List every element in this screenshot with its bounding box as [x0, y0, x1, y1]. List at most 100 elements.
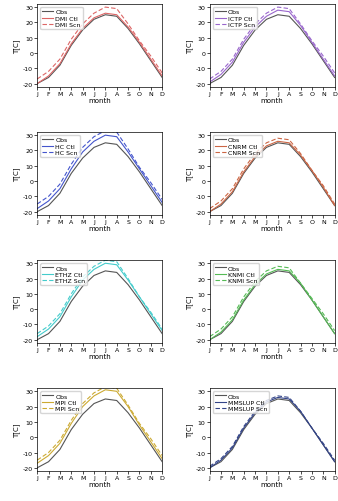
Line: Obs: Obs: [37, 272, 162, 340]
KNMI Scn: [230, 314, 234, 320]
Legend: Obs, HC Ctl, HC Scn: Obs, HC Ctl, HC Scn: [40, 136, 80, 158]
DMI Ctl: [35, 82, 39, 88]
ETHZ Scn: [69, 291, 73, 297]
MMSLUP Scn: [264, 398, 268, 404]
X-axis label: month: month: [88, 354, 111, 360]
ETHZ Ctl: [80, 278, 84, 284]
CNRM Ctl: [208, 209, 212, 215]
HC Scn: [80, 145, 84, 151]
Obs: [219, 203, 223, 209]
X-axis label: month: month: [261, 481, 284, 487]
CNRM Scn: [264, 140, 268, 146]
CNRM Scn: [310, 168, 314, 174]
Line: MPI Ctl: MPI Ctl: [37, 390, 162, 463]
Legend: Obs, CNRM Ctl, CNRM Scn: Obs, CNRM Ctl, CNRM Scn: [213, 136, 262, 158]
ICTP Ctl: [333, 74, 337, 80]
MPI Ctl: [58, 440, 62, 446]
Obs: [264, 273, 268, 279]
Obs: [80, 156, 84, 162]
Line: DMI Ctl: DMI Ctl: [37, 14, 162, 85]
KNMI Ctl: [208, 337, 212, 343]
ICTP Ctl: [264, 14, 268, 20]
X-axis label: month: month: [88, 226, 111, 232]
CNRM Ctl: [242, 169, 246, 175]
CNRM Ctl: [264, 144, 268, 150]
DMI Ctl: [149, 57, 153, 63]
MPI Scn: [58, 437, 62, 443]
CNRM Ctl: [230, 189, 234, 195]
KNMI Ctl: [321, 314, 325, 320]
Obs: [208, 337, 212, 343]
Obs: [333, 331, 337, 337]
KNMI Scn: [219, 326, 223, 332]
MMSLUP Ctl: [298, 408, 303, 414]
ICTP Scn: [276, 5, 280, 11]
MMSLUP Ctl: [310, 425, 314, 431]
Line: Obs: Obs: [210, 16, 335, 85]
ETHZ Ctl: [138, 294, 142, 300]
Obs: [126, 282, 130, 288]
Legend: Obs, DMI Ctl, DMI Scn: Obs, DMI Ctl, DMI Scn: [40, 8, 83, 30]
KNMI Ctl: [310, 298, 314, 304]
KNMI Ctl: [333, 331, 337, 337]
ICTP Scn: [264, 11, 268, 17]
DMI Scn: [149, 54, 153, 60]
ETHZ Scn: [138, 294, 142, 300]
Obs: [126, 27, 130, 33]
Obs: [208, 209, 212, 215]
MPI Scn: [103, 384, 107, 390]
ICTP Ctl: [287, 10, 291, 16]
Obs: [230, 191, 234, 197]
Obs: [219, 331, 223, 337]
Y-axis label: T[C]: T[C]: [186, 167, 193, 181]
MMSLUP Scn: [333, 457, 337, 463]
ETHZ Scn: [58, 311, 62, 317]
KNMI Ctl: [242, 298, 246, 304]
Obs: [160, 75, 164, 81]
Obs: [276, 13, 280, 19]
Obs: [92, 273, 96, 279]
Line: ETHZ Ctl: ETHZ Ctl: [37, 264, 162, 337]
Obs: [160, 331, 164, 337]
Obs: [310, 169, 314, 175]
ICTP Scn: [242, 37, 246, 43]
ICTP Scn: [219, 69, 223, 75]
Obs: [80, 284, 84, 290]
Obs: [35, 337, 39, 343]
ETHZ Scn: [103, 258, 107, 264]
HC Ctl: [47, 198, 51, 204]
Obs: [103, 396, 107, 402]
Obs: [276, 140, 280, 146]
Y-axis label: T[C]: T[C]: [186, 39, 193, 54]
DMI Ctl: [58, 62, 62, 68]
ETHZ Ctl: [69, 294, 73, 300]
MPI Scn: [138, 421, 142, 427]
ETHZ Scn: [160, 326, 164, 332]
MPI Ctl: [92, 393, 96, 399]
KNMI Scn: [253, 279, 257, 285]
MPI Ctl: [138, 422, 142, 428]
Obs: [58, 446, 62, 452]
HC Ctl: [35, 206, 39, 212]
Obs: [115, 14, 119, 20]
ETHZ Scn: [115, 259, 119, 265]
Line: DMI Scn: DMI Scn: [37, 8, 162, 80]
Obs: [310, 298, 314, 304]
ETHZ Scn: [35, 331, 39, 337]
CNRM Ctl: [298, 153, 303, 159]
Obs: [333, 459, 337, 465]
Y-axis label: T[C]: T[C]: [14, 295, 20, 309]
DMI Ctl: [69, 42, 73, 48]
DMI Scn: [126, 22, 130, 28]
Obs: [149, 186, 153, 192]
ETHZ Ctl: [149, 311, 153, 317]
KNMI Ctl: [219, 330, 223, 336]
KNMI Ctl: [287, 269, 291, 275]
CNRM Ctl: [321, 185, 325, 191]
DMI Scn: [58, 57, 62, 63]
Obs: [126, 410, 130, 416]
DMI Ctl: [80, 27, 84, 33]
ETHZ Ctl: [92, 267, 96, 273]
DMI Ctl: [92, 16, 96, 22]
MMSLUP Scn: [208, 463, 212, 469]
